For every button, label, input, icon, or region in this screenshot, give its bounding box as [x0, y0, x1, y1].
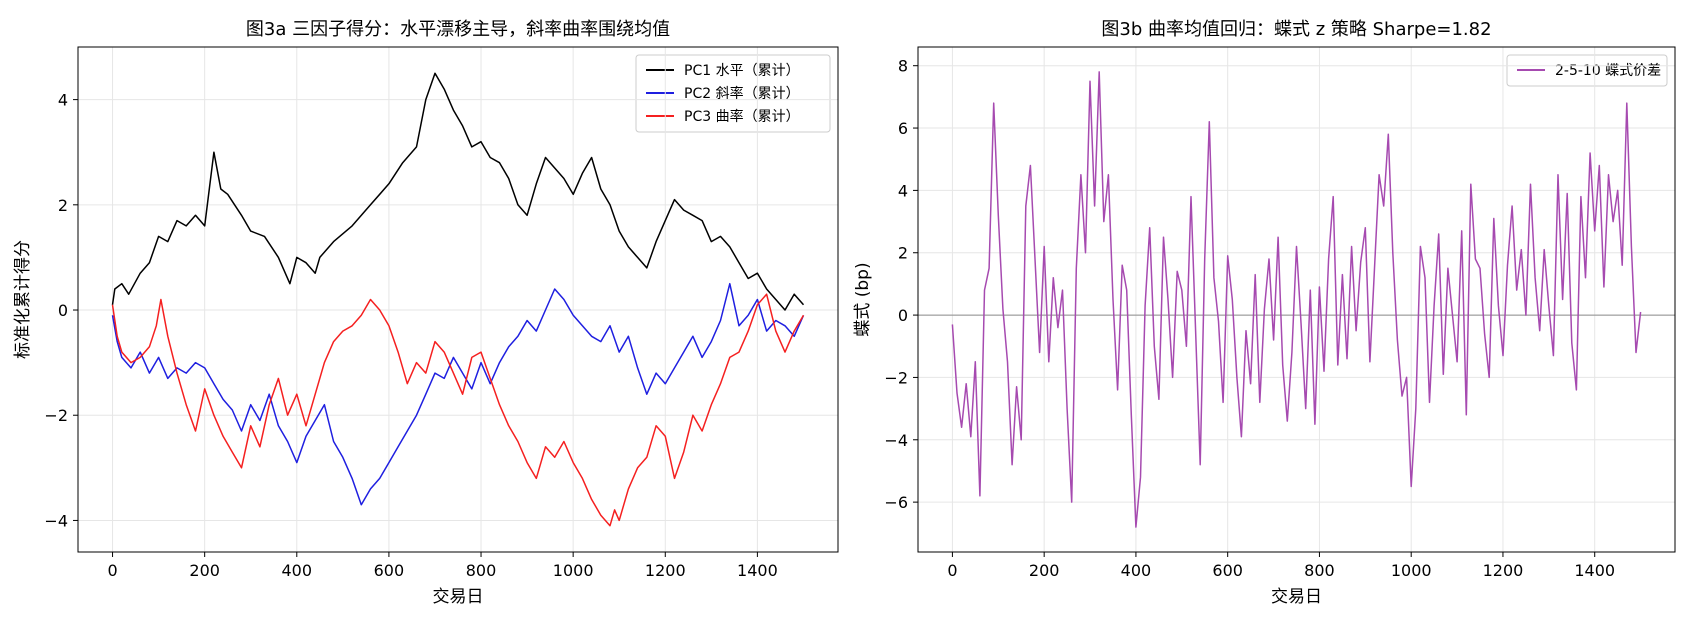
y-tick-label: 2: [898, 244, 908, 263]
x-tick-label: 200: [1029, 561, 1060, 580]
y-tick-label: −2: [44, 406, 68, 425]
subplot-3a: 图3a 三因子得分：水平漂移主导，斜率曲率围绕均值 标准化累计得分 交易日 PC…: [13, 19, 839, 607]
series-line: [111, 282, 805, 506]
x-tick-label: 600: [374, 561, 405, 580]
x-tick-label: 1200: [1483, 561, 1524, 580]
legend-label: PC2 斜率（累计）: [684, 85, 800, 102]
y-tick-label: 6: [898, 119, 908, 138]
chart-title: 图3a 三因子得分：水平漂移主导，斜率曲率围绕均值: [246, 19, 670, 40]
legend-box: [635, 54, 831, 133]
y-tick-label: 4: [58, 91, 68, 110]
x-tick-label: 1400: [737, 561, 778, 580]
y-tick-label: −6: [884, 493, 908, 512]
legend-box: [1506, 54, 1668, 87]
series-line: [111, 72, 805, 311]
y-tick-label: −4: [884, 431, 908, 450]
y-tick-label: 0: [58, 301, 68, 320]
y-axis-label: 蝶式 (bp): [853, 262, 873, 336]
y-axis-label: 标准化累计得分: [13, 240, 33, 359]
y-tick-label: 0: [898, 306, 908, 325]
x-tick-label: 800: [1304, 561, 1335, 580]
chart-title: 图3b 曲率均值回归：蝶式 z 策略 Sharpe=1.82: [1101, 19, 1491, 40]
axes-frame: [77, 46, 839, 553]
x-tick-label: 600: [1212, 561, 1243, 580]
x-tick-label: 0: [107, 561, 117, 580]
axes-frame: [917, 46, 1676, 553]
y-tick-label: −2: [884, 368, 908, 387]
x-tick-label: 0: [947, 561, 957, 580]
x-tick-label: 1400: [1574, 561, 1615, 580]
x-tick-label: 400: [282, 561, 313, 580]
y-tick-label: −4: [44, 511, 68, 530]
x-tick-label: 200: [189, 561, 220, 580]
legend-label: PC1 水平（累计）: [684, 63, 800, 79]
x-tick-label: 400: [1121, 561, 1152, 580]
x-tick-label: 1000: [553, 561, 594, 580]
series-line: [951, 71, 1642, 528]
y-tick-label: 8: [898, 57, 908, 76]
legend: 2-5-10 蝶式价差: [1506, 54, 1668, 87]
series-line: [111, 293, 805, 527]
x-axis-label: 交易日: [1271, 587, 1322, 607]
legend-label: 2-5-10 蝶式价差: [1555, 63, 1661, 79]
y-tick-label: 2: [58, 196, 68, 215]
x-axis-label: 交易日: [433, 587, 484, 607]
x-tick-label: 1200: [645, 561, 686, 580]
subplot-3b: 图3b 曲率均值回归：蝶式 z 策略 Sharpe=1.82 蝶式 (bp) 交…: [853, 19, 1676, 607]
x-tick-label: 800: [466, 561, 497, 580]
y-tick-label: 4: [898, 181, 908, 200]
legend-label: PC3 曲率（累计）: [684, 108, 800, 125]
legend: PC1 水平（累计） PC2 斜率（累计） PC3 曲率（累计）: [635, 54, 831, 133]
x-tick-label: 1000: [1391, 561, 1432, 580]
